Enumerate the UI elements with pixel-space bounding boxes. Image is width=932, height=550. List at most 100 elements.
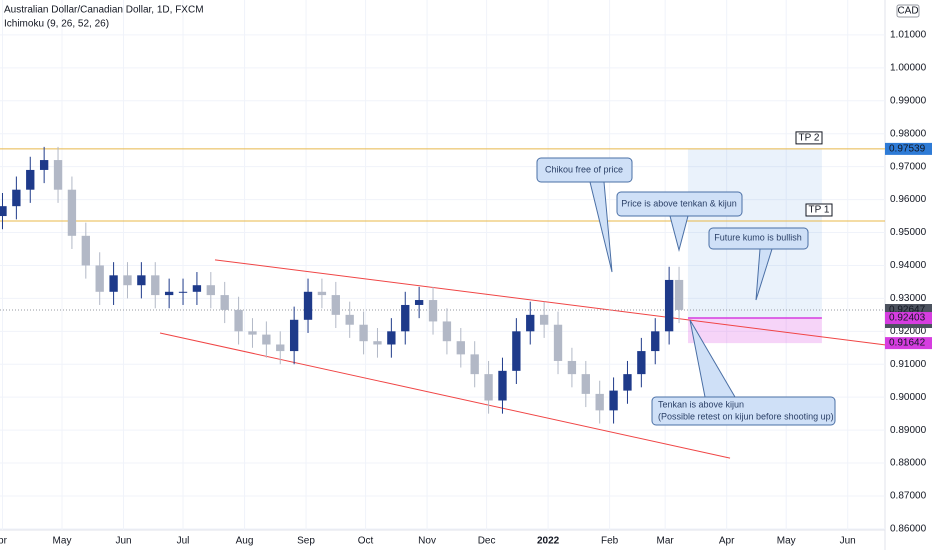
candle-body [289,319,299,352]
x-tick-label: May [53,536,72,547]
x-tick-label: Jun [115,536,131,547]
candle-body [539,314,549,325]
candle-body [401,304,410,332]
price-tag [885,142,932,155]
candle-body [484,374,493,401]
callout-text: Tenkan is above kijun [658,399,744,409]
candle-body [53,160,63,190]
channel-line [159,332,731,459]
y-tick-label: 0.89000 [890,425,927,436]
y-tick-label: 0.97000 [890,161,927,172]
candle-body [0,206,7,217]
x-tick-label: Feb [601,536,619,547]
callout-text: Chikou free of price [545,164,623,174]
y-tick-label: 0.95000 [890,227,927,238]
x-tick-label: pr [0,536,8,547]
price-tag-label: 0.92647 [889,305,926,316]
chart-title: Australian Dollar/Canadian Dollar, 1D, F… [4,5,204,16]
price-tag [885,337,932,350]
x-tick-label: Sep [297,536,315,547]
candle-body [234,309,243,332]
x-tick-label: May [777,536,796,547]
callout-box [616,191,743,217]
callout-text: Price is above tenkan & kijun [621,198,737,208]
callout-box [536,157,633,183]
candle-body [512,331,521,371]
x-tick-label: Jun [840,536,856,547]
y-tick-label: 0.87000 [890,491,927,502]
candle-body [331,295,340,315]
currency-box [896,4,920,18]
candle-body [151,275,160,296]
candle-body [651,331,660,352]
x-tick-label: 2022 [537,536,560,547]
x-tick-label: Nov [418,536,436,547]
y-tick-label: 0.88000 [890,458,927,469]
y-tick-label: 0.93000 [890,293,927,304]
callout-box [651,396,836,426]
candle-body [428,300,438,322]
x-tick-label: Dec [478,536,496,547]
candle-body [387,331,396,345]
y-tick-label: 0.99000 [890,95,927,106]
y-tick-label: 0.96000 [890,194,927,205]
price-tag [885,312,932,325]
y-tick-label: 0.86000 [890,524,927,535]
callout-text: (Possible retest on kijun before shootin… [658,411,834,421]
y-tick-label: 0.92000 [890,326,927,337]
currency-label: CAD [897,6,918,17]
candle-body [442,321,452,342]
price-tag-label: 0.91642 [889,338,926,349]
y-tick-label: 0.90000 [890,392,927,403]
candle-body [67,189,77,236]
channel-line [214,259,886,346]
candle-body [206,285,215,296]
candle-body [276,344,285,352]
candle-body [317,291,327,296]
candle-body [637,351,646,375]
candle-body [345,314,354,325]
x-tick-label: Oct [358,536,374,547]
candle-body [553,324,563,361]
callout: Price is above tenkan & kijun [616,191,743,252]
candle-body [414,300,424,305]
candle-body [373,341,382,345]
candle-body [109,275,118,292]
callout-text: Future kumo is bullish [714,232,802,242]
candle-body [303,291,313,320]
candle-body [81,235,90,266]
candle-body [498,370,507,401]
x-tick-label: Jul [177,536,190,547]
price-tag-label: 0.97539 [889,144,926,155]
candle-body [470,354,479,375]
y-tick-label: 1.00000 [890,62,927,73]
candle-body [623,374,632,391]
candle-body [456,341,465,355]
callout: Future kumo is bullish [708,227,809,301]
indicator-label: Ichimoku (9, 26, 52, 26) [4,19,109,30]
candle-body [178,291,188,293]
y-tick-label: 0.94000 [890,260,927,271]
callout: Tenkan is above kijun (Possible retest o… [651,319,836,426]
candle-body [248,331,257,335]
x-tick-label: Mar [657,536,675,547]
level-tag [805,203,833,217]
candle-body [39,160,49,170]
level-name: TP 2 [799,133,820,144]
candle-body [609,390,618,411]
callout-box [708,227,809,250]
candle-body [262,334,271,345]
candle-body [95,265,104,292]
candle-body [664,279,674,332]
y-tick-label: 0.91000 [890,359,927,370]
candle-body [581,374,590,394]
candle-body [12,189,21,207]
stop-zone [687,318,822,344]
x-tick-label: Aug [236,536,254,547]
candle-body [595,393,604,411]
level-tag [795,131,823,145]
level-name: TP 1 [809,205,830,216]
candle-body [220,295,229,310]
y-tick-label: 1.01000 [890,30,927,41]
